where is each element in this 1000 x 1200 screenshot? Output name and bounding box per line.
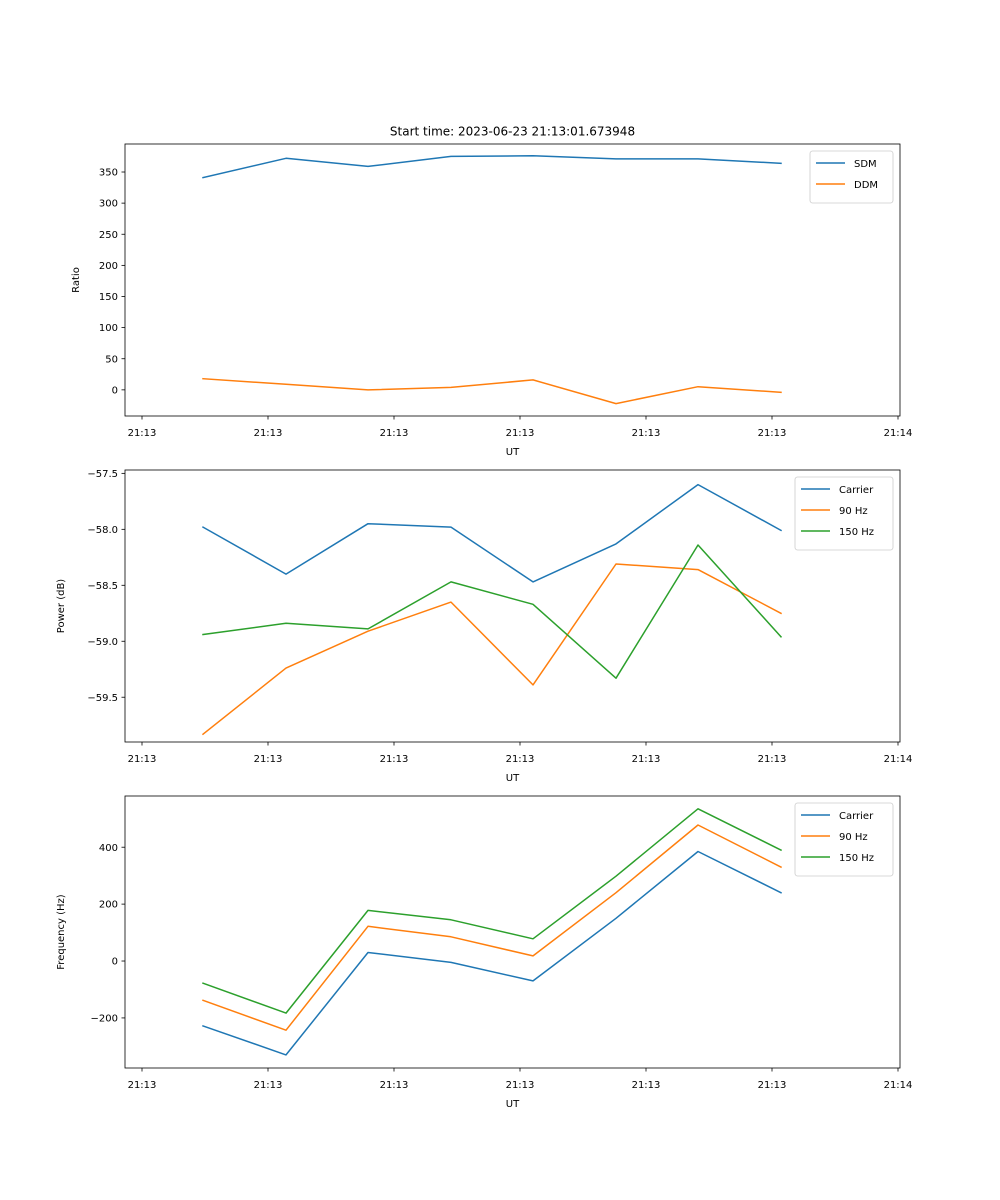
x-tick-label: 21:13 [128, 1080, 157, 1091]
y-tick-label: −58.0 [87, 525, 118, 536]
x-tick-label: 21:13 [632, 754, 661, 765]
legend: SDM DDM [809, 150, 894, 204]
series-line-90-hz [202, 824, 783, 1031]
x-tick-label: 21:13 [128, 754, 157, 765]
x-tick-label: 21:14 [884, 754, 913, 765]
y-axis-label: Frequency (Hz) [56, 894, 67, 970]
x-tick-label: 21:13 [254, 428, 283, 439]
y-tick-label: 400 [99, 843, 118, 854]
subplot-3: 21:13 21:13 21:13 21:13 21:13 21:13 21:14 −200 0… [56, 795, 913, 1110]
series-line-90-hz [201, 563, 783, 736]
series-line-ddm [202, 377, 782, 405]
y-axis-label: Ratio [71, 267, 82, 293]
x-tick-label: 21:13 [380, 1080, 409, 1091]
legend-label: SDM [854, 159, 877, 170]
axes-frame [124, 143, 901, 417]
legend: Carrier 90 Hz 150 Hz [794, 476, 894, 551]
x-tick-label: 21:13 [506, 754, 535, 765]
legend-label: DDM [854, 180, 878, 191]
legend-label: 150 Hz [839, 853, 874, 864]
y-tick-label: −57.5 [87, 469, 118, 480]
y-tick-label: 100 [99, 323, 118, 334]
y-tick-label: 300 [99, 199, 118, 210]
x-tick-label: 21:13 [632, 428, 661, 439]
x-axis-label: UT [506, 447, 520, 458]
x-tick-label: 21:14 [884, 1080, 913, 1091]
series-line-carrier [201, 483, 783, 583]
y-tick-label: −59.5 [87, 693, 118, 704]
y-tick-label: 200 [99, 261, 118, 272]
y-tick-label: 200 [99, 900, 118, 911]
series-line-sdm [202, 155, 782, 179]
y-tick-label: −59.0 [87, 637, 118, 648]
series-line-carrier [202, 850, 783, 1056]
y-tick-label: −58.5 [87, 581, 118, 592]
x-tick-label: 21:13 [128, 428, 157, 439]
y-tick-label: 150 [99, 292, 118, 303]
legend-label: 90 Hz [839, 832, 868, 843]
series-line-150-hz [202, 808, 783, 1014]
x-axis-label: UT [506, 1099, 520, 1110]
y-axis-label: Power (dB) [56, 579, 67, 634]
x-tick-label: 21:13 [758, 428, 787, 439]
x-tick-label: 21:14 [884, 428, 913, 439]
subplot-2: 21:13 21:13 21:13 21:13 21:13 21:13 21:14 −59.5… [56, 469, 912, 784]
x-tick-label: 21:13 [632, 1080, 661, 1091]
x-tick-label: 21:13 [758, 1080, 787, 1091]
x-tick-label: 21:13 [380, 754, 409, 765]
x-tick-label: 21:13 [506, 1080, 535, 1091]
x-axis-label: UT [506, 773, 520, 784]
series-line-150-hz [202, 544, 783, 679]
x-tick-label: 21:13 [758, 754, 787, 765]
subplots: 21:13 21:13 21:13 21:13 21:13 21:13 21:14 0 50 10… [56, 143, 913, 1110]
y-tick-label: −200 [91, 1014, 118, 1025]
y-tick-label: 250 [99, 230, 118, 241]
x-tick-label: 21:13 [254, 1080, 283, 1091]
legend-label: Carrier [839, 485, 874, 496]
x-tick-label: 21:13 [380, 428, 409, 439]
subplot-1: 21:13 21:13 21:13 21:13 21:13 21:13 21:14 0 50 10… [71, 143, 913, 458]
x-tick-label: 21:13 [254, 754, 283, 765]
legend: Carrier 90 Hz 150 Hz [794, 802, 894, 877]
figure-title: Start time: 2023-06-23 21:13:01.673948 [390, 125, 635, 139]
y-tick-label: 0 [112, 385, 118, 396]
axes-frame [124, 795, 901, 1069]
axes-frame [124, 469, 901, 743]
y-tick-label: 50 [105, 354, 118, 365]
y-tick-label: 0 [112, 957, 118, 968]
legend-box [809, 150, 894, 204]
y-tick-label: 350 [99, 168, 118, 179]
legend-label: 150 Hz [839, 527, 874, 538]
x-tick-label: 21:13 [506, 428, 535, 439]
legend-label: 90 Hz [839, 506, 868, 517]
legend-label: Carrier [839, 811, 874, 822]
